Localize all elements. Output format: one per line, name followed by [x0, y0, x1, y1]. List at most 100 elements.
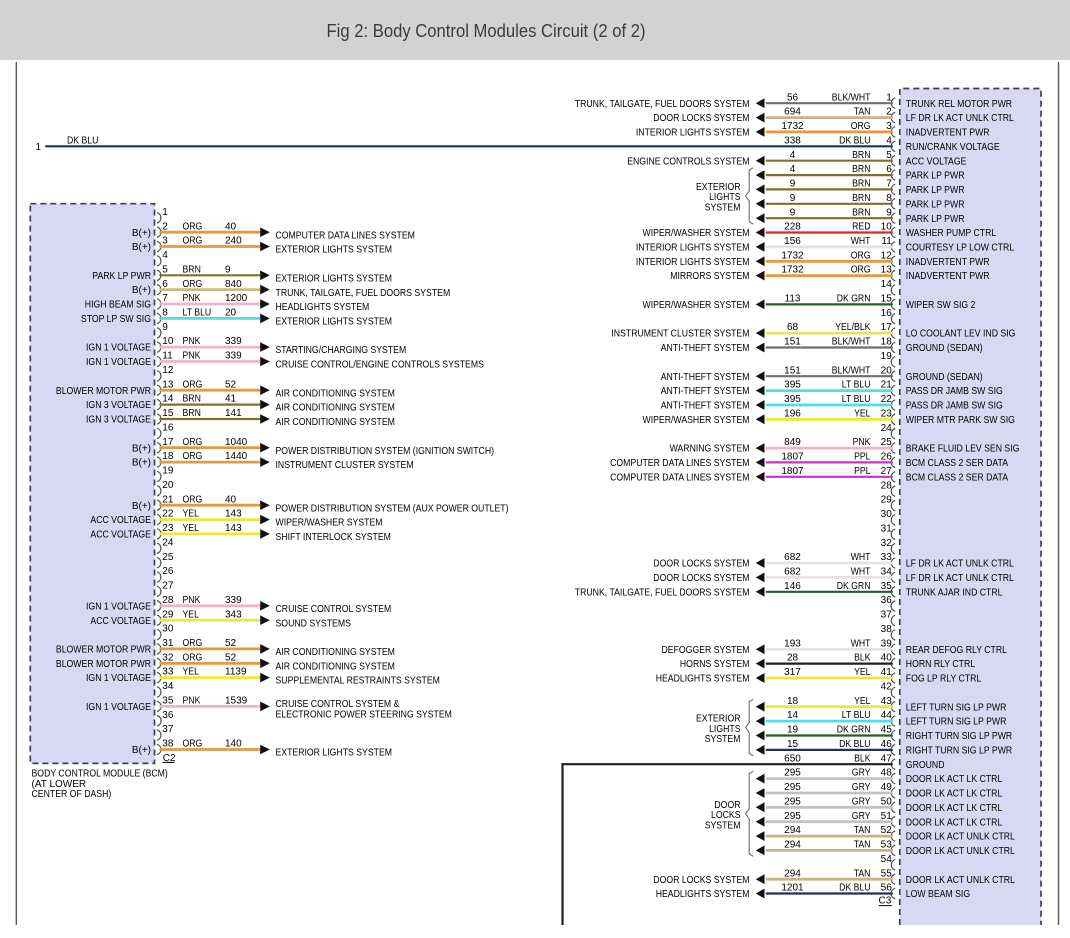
svg-text:21: 21 — [881, 380, 893, 391]
svg-text:37: 37 — [881, 610, 893, 621]
svg-text:COMPUTER DATA LINES SYSTEM: COMPUTER DATA LINES SYSTEM — [610, 472, 749, 483]
svg-text:INADVERTENT PWR: INADVERTENT PWR — [906, 271, 990, 282]
svg-text:68: 68 — [787, 322, 799, 333]
svg-text:1200: 1200 — [225, 293, 248, 304]
svg-text:849: 849 — [784, 437, 801, 448]
svg-text:35: 35 — [162, 696, 174, 707]
svg-text:15: 15 — [787, 739, 799, 750]
svg-text:ACC VOLTAGE: ACC VOLTAGE — [90, 530, 151, 541]
svg-text:16: 16 — [881, 308, 893, 319]
svg-text:42: 42 — [881, 682, 893, 693]
svg-text:24: 24 — [881, 423, 893, 434]
svg-text:30: 30 — [881, 509, 893, 520]
svg-text:PNK: PNK — [183, 336, 201, 347]
svg-text:2: 2 — [886, 107, 892, 118]
svg-text:12: 12 — [881, 250, 893, 261]
svg-text:IGN 3 VOLTAGE: IGN 3 VOLTAGE — [86, 415, 151, 426]
svg-text:ORG: ORG — [183, 437, 203, 448]
svg-text:1139: 1139 — [225, 667, 247, 678]
svg-text:LIGHTS: LIGHTS — [709, 724, 741, 735]
svg-text:BLK: BLK — [854, 753, 871, 764]
svg-text:8: 8 — [162, 308, 168, 319]
svg-text:LIGHTS: LIGHTS — [709, 192, 741, 203]
svg-text:52: 52 — [225, 652, 237, 663]
svg-text:28: 28 — [162, 595, 174, 606]
svg-text:40: 40 — [881, 653, 893, 664]
svg-text:WARNING SYSTEM: WARNING SYSTEM — [670, 444, 750, 455]
svg-text:BRN: BRN — [183, 394, 201, 405]
svg-text:ORG: ORG — [183, 652, 203, 663]
svg-text:TAN: TAN — [854, 825, 871, 836]
svg-text:DK BLU: DK BLU — [839, 883, 870, 894]
svg-text:38: 38 — [162, 739, 174, 750]
svg-text:PNK: PNK — [183, 351, 201, 362]
svg-text:DOOR LK ACT LK CTRL: DOOR LK ACT LK CTRL — [906, 774, 1003, 785]
svg-text:LOCKS: LOCKS — [711, 810, 741, 821]
svg-text:48: 48 — [881, 768, 893, 779]
svg-text:COURTESY LP LOW CTRL: COURTESY LP LOW CTRL — [906, 243, 1015, 254]
svg-text:31: 31 — [162, 638, 174, 649]
svg-text:ENGINE CONTROLS SYSTEM: ENGINE CONTROLS SYSTEM — [627, 156, 749, 167]
svg-text:18: 18 — [881, 337, 893, 348]
svg-text:650: 650 — [784, 753, 801, 764]
svg-text:ORG: ORG — [183, 451, 203, 462]
svg-text:LT BLU: LT BLU — [183, 308, 212, 319]
svg-text:1807: 1807 — [781, 452, 804, 463]
svg-text:17: 17 — [881, 322, 893, 333]
svg-text:113: 113 — [785, 294, 801, 305]
svg-text:TRUNK, TAILGATE, FUEL DOORS SY: TRUNK, TAILGATE, FUEL DOORS SYSTEM — [276, 288, 451, 299]
svg-text:SYSTEM: SYSTEM — [705, 203, 741, 214]
svg-text:1732: 1732 — [781, 121, 804, 132]
svg-text:RIGHT TURN SIG LP PWR: RIGHT TURN SIG LP PWR — [906, 746, 1012, 757]
svg-text:22: 22 — [162, 509, 174, 520]
svg-text:HEADLIGHTS SYSTEM: HEADLIGHTS SYSTEM — [276, 302, 370, 313]
svg-text:LEFT TURN SIG LP PWR: LEFT TURN SIG LP PWR — [906, 702, 1007, 713]
svg-text:52: 52 — [225, 638, 237, 649]
svg-text:DOOR LK ACT LK CTRL: DOOR LK ACT LK CTRL — [906, 803, 1003, 814]
svg-text:WIPER SW SIG 2: WIPER SW SIG 2 — [906, 300, 976, 311]
svg-text:DOOR LOCKS SYSTEM: DOOR LOCKS SYSTEM — [653, 559, 749, 570]
svg-text:1807: 1807 — [781, 466, 804, 477]
svg-text:BODY CONTROL MODULE (BCM): BODY CONTROL MODULE (BCM) — [32, 769, 168, 780]
svg-text:LEFT TURN SIG LP PWR: LEFT TURN SIG LP PWR — [906, 717, 1007, 728]
svg-text:BLOWER MOTOR PWR: BLOWER MOTOR PWR — [56, 386, 151, 397]
svg-text:PNK: PNK — [183, 696, 201, 707]
svg-text:YEL: YEL — [854, 667, 871, 678]
svg-text:HEADLIGHTS SYSTEM: HEADLIGHTS SYSTEM — [656, 889, 750, 900]
svg-text:YEL: YEL — [183, 509, 200, 520]
svg-text:9: 9 — [886, 207, 892, 218]
svg-text:37: 37 — [162, 724, 174, 735]
svg-text:WIPER/WASHER SYSTEM: WIPER/WASHER SYSTEM — [643, 228, 750, 239]
svg-text:ORG: ORG — [851, 250, 871, 261]
svg-text:IGN 1 VOLTAGE: IGN 1 VOLTAGE — [86, 601, 151, 612]
svg-text:146: 146 — [784, 581, 801, 592]
svg-text:694: 694 — [784, 107, 801, 118]
svg-text:DOOR LK ACT UNLK CTRL: DOOR LK ACT UNLK CTRL — [906, 832, 1015, 843]
svg-text:6: 6 — [886, 164, 892, 175]
svg-text:CRUISE CONTROL SYSTEM &: CRUISE CONTROL SYSTEM & — [276, 699, 400, 710]
svg-text:LT BLU: LT BLU — [842, 380, 871, 391]
svg-text:GROUND: GROUND — [906, 760, 945, 771]
svg-text:4: 4 — [162, 250, 168, 261]
svg-text:BLOWER MOTOR PWR: BLOWER MOTOR PWR — [56, 659, 151, 670]
svg-text:BCM CLASS 2 SER DATA: BCM CLASS 2 SER DATA — [906, 472, 1008, 483]
svg-text:1440: 1440 — [225, 451, 248, 462]
svg-text:339: 339 — [225, 351, 242, 362]
svg-text:3: 3 — [162, 236, 168, 247]
svg-text:29: 29 — [162, 609, 174, 620]
svg-text:10: 10 — [881, 222, 893, 233]
svg-text:B(+): B(+) — [132, 501, 151, 512]
svg-text:EXTERIOR: EXTERIOR — [696, 714, 741, 725]
svg-text:2: 2 — [162, 221, 168, 232]
svg-text:15: 15 — [881, 294, 893, 305]
svg-text:317: 317 — [784, 667, 801, 678]
svg-text:YEL: YEL — [183, 667, 200, 678]
svg-text:BRN: BRN — [852, 193, 870, 204]
svg-text:ORG: ORG — [183, 494, 203, 505]
svg-text:40: 40 — [225, 221, 237, 232]
svg-text:55: 55 — [881, 868, 893, 879]
svg-text:WHT: WHT — [851, 552, 871, 563]
svg-text:1: 1 — [886, 92, 892, 103]
svg-text:682: 682 — [784, 552, 801, 563]
svg-text:HORN RLY CTRL: HORN RLY CTRL — [906, 659, 976, 670]
